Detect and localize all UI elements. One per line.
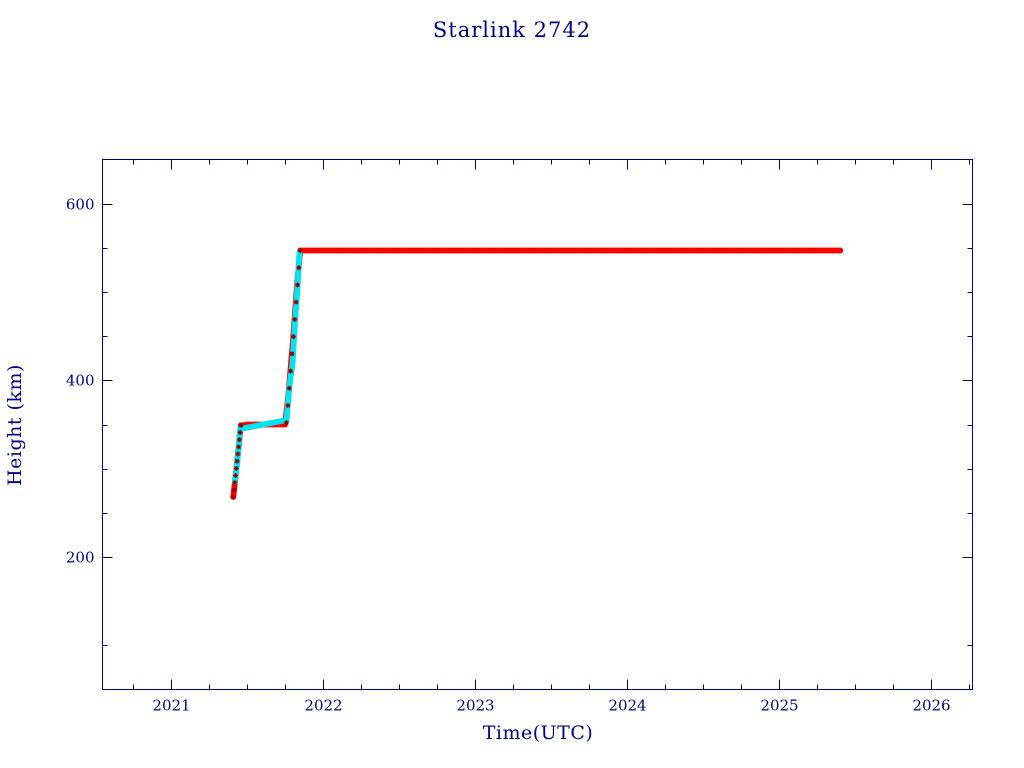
star-marker [288,368,294,374]
y-tick-label: 200 [66,549,95,567]
x-axis-tick-labels: 2021 2022 2023 2024 2025 2026 [152,697,950,715]
data-points [230,247,844,500]
y-axis-ticks [102,204,973,646]
y-axis-label: Height (km) [4,364,26,486]
y-tick-label: 400 [66,372,95,390]
x-axis-ticks [133,159,970,690]
series-0 [230,247,844,500]
star-marker [238,422,244,428]
data-point [837,247,844,254]
star-marker [286,385,292,391]
star-marker [297,247,303,253]
star-marker [230,494,236,500]
x-tick-label: 2026 [912,697,950,715]
star-marker [237,430,243,436]
star-marker [289,351,295,357]
star-marker [233,465,239,471]
star-marker [294,282,300,288]
x-tick-label: 2022 [304,697,342,715]
star-marker [232,480,238,486]
chart-title: Starlink 2742 [433,18,591,42]
x-tick-label: 2021 [152,697,190,715]
x-tick-label: 2024 [608,697,646,715]
star-marker [290,334,296,340]
star-marker [235,451,241,457]
star-marker [296,265,302,271]
y-tick-label: 600 [66,196,95,214]
plot-frame [102,159,973,690]
x-tick-label: 2023 [456,697,494,715]
star-marker [234,458,240,464]
x-tick-label: 2025 [760,697,798,715]
star-marker [231,487,237,493]
star-marker [236,437,242,443]
star-marker [236,444,242,450]
star-marker [293,299,299,305]
series-1 [231,249,303,485]
climb-markers [230,247,303,500]
star-marker [284,420,290,426]
star-marker [285,403,291,409]
x-axis-label: Time(UTC) [483,722,594,744]
y-axis-tick-labels: 200 400 600 [66,196,95,567]
star-marker [233,472,239,478]
star-marker [292,316,298,322]
